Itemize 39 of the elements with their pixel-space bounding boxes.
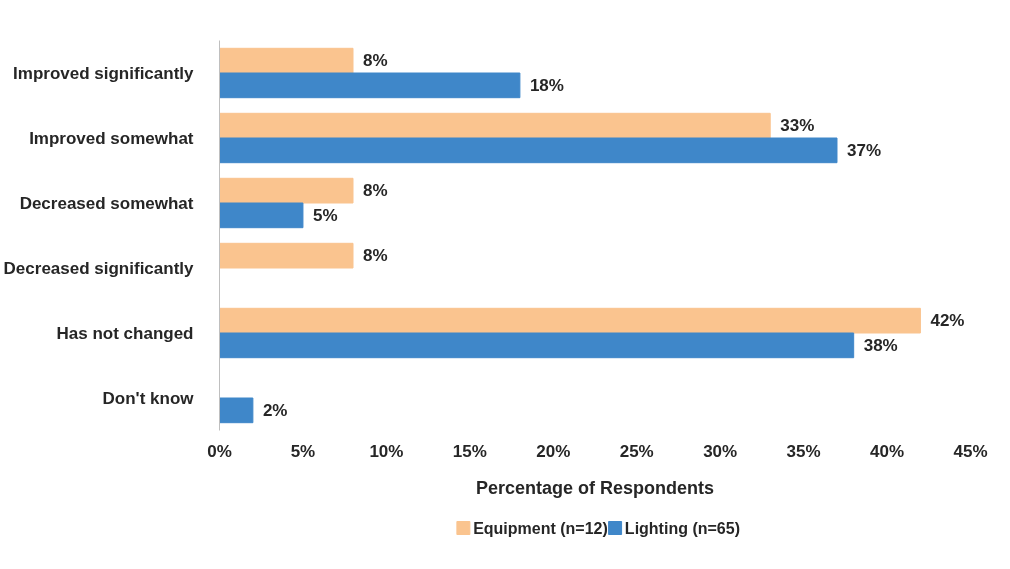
x-tick-label: 35%: [786, 441, 821, 461]
x-tick-label: 0%: [207, 441, 232, 461]
y-tick-label: Improved somewhat: [29, 128, 194, 148]
data-label: 37%: [846, 140, 882, 160]
bar: [219, 242, 354, 269]
data-label: 18%: [529, 75, 564, 95]
bar: [219, 47, 354, 74]
y-tick-label: Decreased significantly: [3, 258, 195, 278]
bar: [219, 137, 838, 164]
y-tick-label: Decreased somewhat: [19, 193, 194, 213]
bar: [219, 307, 921, 334]
x-axis-title: Percentage of Respondents: [475, 477, 715, 498]
y-tick-label: Improved significantly: [13, 63, 195, 83]
data-label: 5%: [312, 205, 338, 225]
x-tick-label: 40%: [870, 441, 905, 461]
legend-label: Lighting (n=65): [624, 519, 740, 537]
x-tick-label: 5%: [290, 441, 316, 461]
x-tick-label: 20%: [536, 441, 571, 461]
bar: [219, 202, 304, 229]
x-tick-label: 10%: [369, 441, 404, 461]
data-label: 33%: [780, 116, 815, 136]
data-label: 8%: [363, 181, 388, 201]
legend-label: Equipment (n=12): [473, 519, 608, 537]
data-label: 2%: [262, 400, 288, 420]
x-tick-label: 15%: [452, 441, 487, 461]
data-label: 8%: [363, 246, 388, 266]
x-tick-label: 25%: [619, 441, 654, 461]
bar: [219, 332, 855, 359]
data-label: 38%: [863, 335, 898, 355]
data-label: 42%: [930, 311, 965, 331]
x-tick-label: 45%: [953, 441, 988, 461]
y-tick-label: Has not changed: [56, 323, 194, 343]
x-tick-label: 30%: [703, 441, 738, 461]
bar: [219, 177, 354, 204]
data-label: 8%: [363, 51, 388, 71]
bar: [219, 397, 254, 424]
bar: [219, 112, 771, 139]
bar: [219, 72, 521, 99]
y-tick-label: Don't know: [102, 388, 195, 408]
